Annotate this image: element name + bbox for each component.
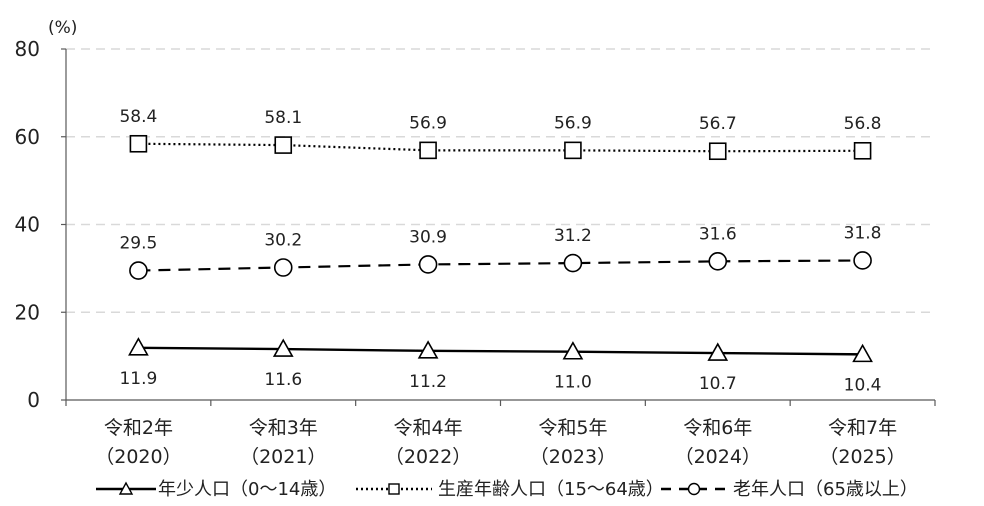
data-point-youth <box>417 340 439 359</box>
x-tick-label-western: （2022） <box>385 446 471 468</box>
x-tick-label-western: （2025） <box>819 446 905 468</box>
y-axis-unit-label: (%) <box>48 18 77 38</box>
y-tick-label: 60 <box>15 125 40 149</box>
data-label-working: 58.1 <box>264 108 302 128</box>
data-label-working: 58.4 <box>119 107 157 127</box>
x-tick-label-western: （2021） <box>240 446 326 468</box>
series-youth: 11.9 11.6 11.2 11.0 10.7 10.4 <box>119 337 882 395</box>
y-tick-label: 40 <box>15 213 40 237</box>
data-label-elderly: 31.6 <box>699 224 737 244</box>
data-label-working: 56.7 <box>699 114 737 134</box>
data-label-youth: 10.4 <box>844 375 882 395</box>
x-tick-label-western: （2024） <box>675 446 761 468</box>
data-label-elderly: 31.8 <box>844 223 882 243</box>
axes <box>61 48 936 406</box>
legend-item-elderly: 老年人口（65歳以上） <box>661 479 918 500</box>
data-point-youth <box>272 338 294 357</box>
legend-label-elderly: 老年人口（65歳以上） <box>733 479 918 500</box>
x-tick-label-year: 令和5年 <box>538 417 607 439</box>
data-point-elderly <box>853 251 872 270</box>
x-tick-label-year: 令和7年 <box>828 417 897 439</box>
data-label-youth: 11.2 <box>409 372 447 392</box>
data-point-youth <box>707 342 729 361</box>
data-label-youth: 11.9 <box>119 369 157 389</box>
gridlines <box>66 48 935 313</box>
legend-marker-youth <box>118 481 134 495</box>
y-tick-label: 0 <box>27 388 40 412</box>
x-tick-label-western: （2023） <box>530 446 616 468</box>
data-label-elderly: 29.5 <box>119 234 157 254</box>
data-point-youth <box>852 343 873 363</box>
data-label-working: 56.8 <box>844 114 882 134</box>
data-point-elderly <box>708 252 728 271</box>
x-tick-label-year: 令和4年 <box>394 417 463 439</box>
series-line-elderly <box>138 259 863 272</box>
data-point-working <box>708 142 727 161</box>
data-point-working <box>419 141 437 160</box>
data-point-youth <box>562 341 584 360</box>
x-tick-label-year: 令和3年 <box>249 417 318 439</box>
data-label-elderly: 31.2 <box>554 226 592 246</box>
legend: 年少人口（0～14歳） 生産年齢人口（15～64歳） 老年人口（65歳以上） <box>96 479 918 500</box>
data-label-youth: 11.0 <box>554 373 592 393</box>
data-point-elderly <box>273 258 293 277</box>
series-group: 11.9 11.6 11.2 11.0 10.7 10.4 58.4 58.1 56.9 56.9… <box>119 107 881 396</box>
x-tick-label-year: 令和6年 <box>683 417 752 439</box>
series-elderly: 29.5 30.2 30.9 31.2 31.6 31.8 <box>119 223 882 280</box>
data-label-working: 56.9 <box>554 113 592 133</box>
data-point-working <box>564 141 582 160</box>
data-point-youth <box>128 337 149 356</box>
x-tick-label-western: （2020） <box>95 446 181 468</box>
y-tick-label: 80 <box>15 37 40 61</box>
data-point-working <box>274 136 293 154</box>
data-label-elderly: 30.9 <box>409 227 447 247</box>
y-axis-ticks: 0 20 40 60 80 <box>15 37 40 412</box>
data-label-youth: 10.7 <box>699 374 737 394</box>
x-tick-label-year: 令和2年 <box>104 417 173 439</box>
legend-label-youth: 年少人口（0～14歳） <box>158 479 336 500</box>
series-line-youth <box>138 346 863 356</box>
legend-item-youth: 年少人口（0～14歳） <box>96 479 336 500</box>
data-label-elderly: 30.2 <box>264 230 302 250</box>
data-point-working <box>129 134 148 153</box>
legend-marker-elderly <box>687 482 701 496</box>
data-label-working: 56.9 <box>409 113 447 133</box>
x-axis-ticks: 令和2年 （2020） 令和3年 （2021） 令和4年 （2022） 令和5年 （2023）… <box>95 417 906 468</box>
data-point-elderly <box>129 261 148 280</box>
series-working: 58.4 58.1 56.9 56.9 56.7 56.8 <box>119 107 882 161</box>
legend-label-working: 生産年齢人口（15～64歳） <box>438 479 664 500</box>
legend-marker-working <box>388 483 400 495</box>
data-point-elderly <box>418 255 438 274</box>
data-point-working <box>853 141 872 160</box>
legend-item-working: 生産年齢人口（15～64歳） <box>356 479 664 500</box>
data-label-youth: 11.6 <box>264 370 302 390</box>
y-tick-label: 20 <box>15 300 40 324</box>
data-point-elderly <box>563 253 583 273</box>
series-line-working <box>138 142 863 153</box>
